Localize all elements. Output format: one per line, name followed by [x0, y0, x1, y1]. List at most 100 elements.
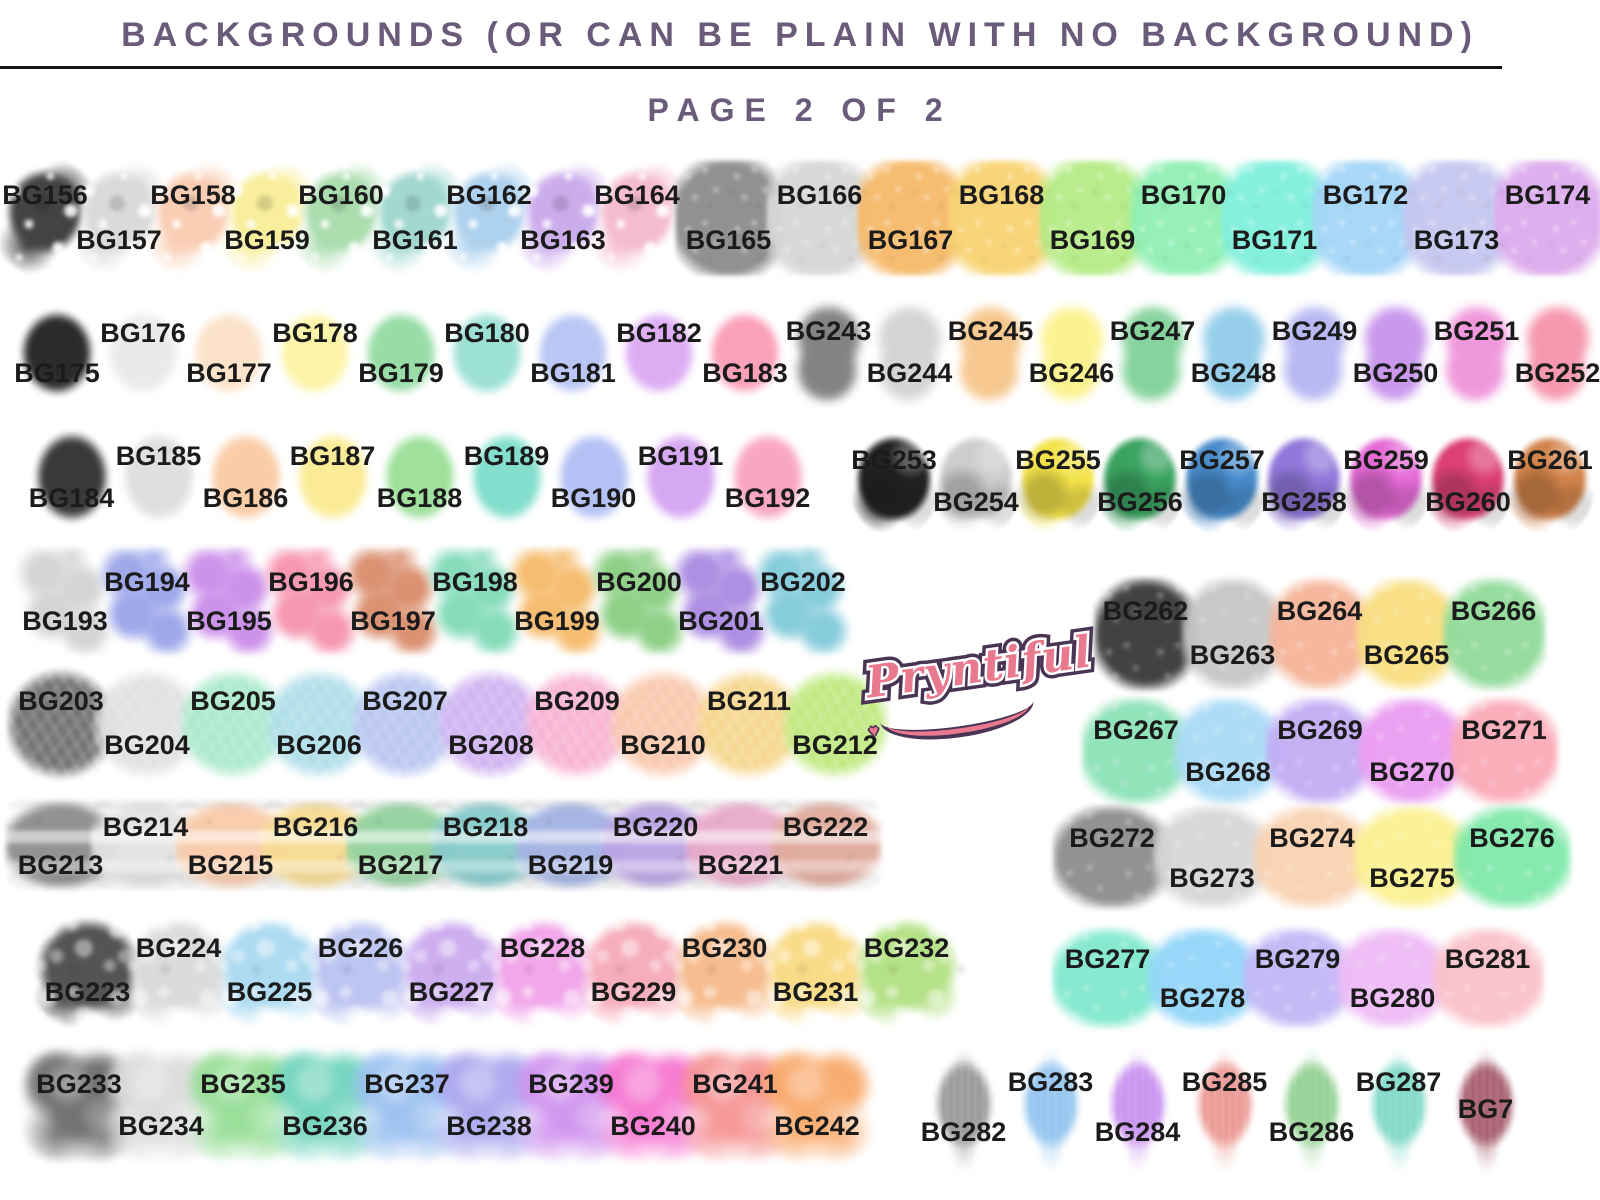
- swatch-group-r3-left: BG184 BG185 BG186 BG187 BG188 BG189 BG190 BG191…: [23, 419, 816, 542]
- swatch-color-blob: [371, 419, 468, 536]
- swatch-color-blob: [458, 419, 555, 536]
- swatch-label: BG231: [772, 977, 859, 1007]
- swatch-color-blob: [9, 297, 105, 408]
- swatch-label: BG254: [933, 487, 1019, 518]
- swatch-color-blob: [1336, 927, 1449, 1029]
- swatch-bg283: BG283: [1005, 1037, 1096, 1187]
- swatch-group-r4-left: BG193 BG194 BG195 BG196 BG197 BG198 BG199 BG200…: [9, 547, 859, 660]
- swatch-label: BG200: [596, 567, 682, 598]
- swatch-color-blob: [782, 295, 875, 410]
- swatch-label: BG229: [590, 977, 677, 1007]
- swatch-label: BG169: [1049, 224, 1136, 255]
- swatch-group-r4-right: BG262 BG263 BG264 BG265 BG266: [1094, 575, 1545, 700]
- swatch-label: BG227: [408, 977, 495, 1007]
- swatch-label: BG270: [1369, 757, 1455, 788]
- swatch-label: BG187: [289, 440, 376, 471]
- swatch-bg180: BG180: [439, 297, 535, 414]
- swatch-bg182: BG182: [611, 297, 707, 414]
- swatch-label: BG207: [362, 686, 448, 717]
- swatch-color-blob: [1039, 160, 1146, 276]
- divider-line: [0, 66, 1502, 69]
- swatch-label: BG237: [364, 1068, 450, 1099]
- swatch-label: BG225: [226, 977, 313, 1007]
- swatch-bg268: BG268: [1173, 695, 1283, 815]
- swatch-label: BG217: [357, 850, 444, 881]
- swatch-bg258: BG258: [1257, 424, 1351, 546]
- swatch-bg270: BG270: [1357, 695, 1467, 815]
- swatch-label: BG198: [432, 567, 518, 598]
- swatch-label: BG244: [866, 358, 953, 389]
- swatch-color-blob: [1357, 697, 1467, 806]
- swatch-color-blob: [1312, 160, 1419, 276]
- swatch-bg240: BG240: [597, 1048, 709, 1170]
- swatch-bg272: BG272: [1053, 803, 1171, 918]
- swatch-bg225: BG225: [210, 912, 329, 1037]
- swatch-group-r7-left: BG223 BG224 BG225 BG226 BG227 BG228 BG229 BG230…: [28, 912, 966, 1037]
- swatch-color-blob: [675, 160, 782, 276]
- swatch-color-blob: [719, 419, 816, 536]
- swatch-color-blob: [545, 419, 642, 536]
- swatch-label: BG208: [448, 730, 534, 760]
- swatch-bg189: BG189: [458, 419, 555, 542]
- swatch-color-blob: [1025, 295, 1118, 410]
- swatch-bg259: BG259: [1339, 424, 1433, 546]
- swatch-bg254: BG254: [929, 424, 1023, 546]
- swatch-color-blob: [1431, 927, 1544, 1029]
- swatch-bg242: BG242: [761, 1048, 873, 1170]
- swatch-label: BG212: [792, 730, 878, 760]
- swatch-group-r1-right: BG165 BG166 BG167 BG168 BG169 BG170 BG171 BG172…: [675, 158, 1600, 286]
- swatch-label: BG7: [1457, 1094, 1514, 1125]
- swatch-color-blob: [1503, 425, 1597, 538]
- swatch-bg174: BG174: [1494, 158, 1600, 286]
- swatch-bg208: BG208: [437, 665, 545, 790]
- swatch-label: BG255: [1015, 444, 1101, 475]
- swatch-bg278: BG278: [1146, 925, 1259, 1037]
- swatch-label: BG245: [947, 316, 1034, 347]
- swatch-label: BG220: [612, 811, 699, 842]
- swatch-color-blob: [857, 160, 964, 276]
- swatch-color-blob: [761, 1050, 873, 1161]
- swatch-label: BG206: [276, 730, 362, 760]
- swatch-label: BG193: [22, 606, 108, 637]
- swatch-label: BG180: [444, 317, 530, 348]
- swatch-bg176: BG176: [95, 297, 191, 414]
- swatch-bg188: BG188: [371, 419, 468, 542]
- swatch-color-blob: [1268, 577, 1371, 691]
- swatch-color-blob: [1181, 577, 1284, 691]
- swatch-bg164: BG164: [583, 157, 691, 286]
- swatch-bg224: BG224: [119, 912, 238, 1037]
- swatch-color-blob: [1353, 805, 1471, 910]
- swatch-label: BG213: [17, 850, 104, 881]
- swatch-color-blob: [944, 295, 1037, 410]
- swatch-bg222: BG222: [770, 793, 881, 903]
- swatch-label: BG276: [1469, 822, 1555, 853]
- swatch-label: BG223: [44, 977, 131, 1007]
- swatch-group-r2-right: BG243 BG244 BG245 BG246 BG247 BG248 BG249 BG250…: [782, 295, 1600, 416]
- swatch-label: BG248: [1190, 358, 1277, 389]
- swatch-bg203: BG203: [7, 665, 115, 790]
- swatch-color-blob: [948, 160, 1055, 276]
- swatch-label: BG199: [514, 606, 600, 637]
- swatch-label: BG261: [1507, 444, 1593, 475]
- swatch-color-blob: [1353, 1037, 1444, 1183]
- swatch-bg273: BG273: [1153, 803, 1271, 918]
- swatch-bg190: BG190: [545, 419, 642, 542]
- swatch-label: BG230: [681, 933, 768, 964]
- page-number: PAGE 2 OF 2: [647, 92, 953, 128]
- swatch-label: BG222: [782, 811, 869, 842]
- swatch-label: BG251: [1433, 316, 1520, 347]
- swatch-bg287: BG287: [1353, 1037, 1444, 1187]
- swatch-bg265: BG265: [1355, 575, 1458, 700]
- swatch-label: BG284: [1094, 1117, 1181, 1148]
- swatch-bg179: BG179: [353, 297, 449, 414]
- swatch-label: BG264: [1276, 596, 1363, 627]
- swatch-bg245: BG245: [944, 295, 1037, 416]
- swatch-label: BG182: [616, 317, 702, 348]
- swatch-label: BG157: [76, 224, 162, 255]
- swatch-label: BG191: [637, 440, 724, 471]
- swatch-label: BG164: [594, 179, 680, 210]
- swatch-color-blob: [1241, 927, 1354, 1029]
- swatch-label: BG214: [102, 811, 189, 842]
- swatch-color-blob: [95, 297, 191, 408]
- swatch-bg280: BG280: [1336, 925, 1449, 1037]
